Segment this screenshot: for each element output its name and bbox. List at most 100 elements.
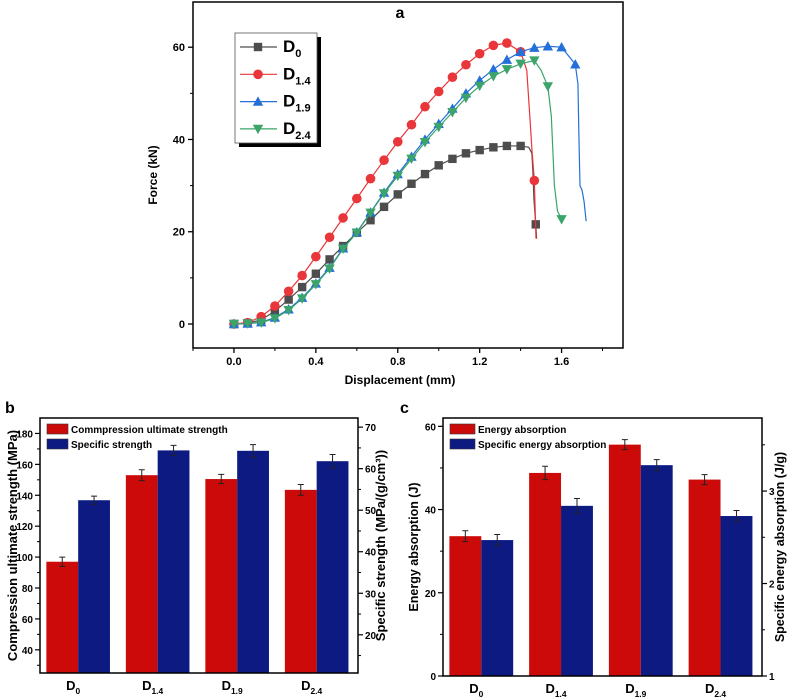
- data-point: [488, 72, 499, 82]
- error-bar: [170, 444, 177, 456]
- data-point: [488, 64, 499, 74]
- error-bar: [701, 474, 708, 486]
- data-point: [501, 65, 513, 75]
- error-bar: [91, 495, 98, 505]
- data-point: [515, 59, 526, 70]
- data-point: [447, 108, 458, 118]
- x-tick-label-a: 1.6: [554, 356, 569, 368]
- legend-label: D0: [283, 37, 301, 60]
- data-point: [283, 305, 294, 316]
- y2-tick-label: 70: [365, 423, 377, 434]
- data-point: [270, 306, 280, 316]
- data-point: [269, 314, 281, 324]
- x-axis-title-a: Displacement (mm): [345, 373, 456, 387]
- data-point: [570, 59, 581, 69]
- panel-label-a: a: [396, 5, 405, 22]
- data-point: [325, 255, 334, 264]
- category-label: D2.4: [705, 681, 726, 699]
- bar-left: [529, 472, 562, 676]
- data-point: [529, 56, 540, 66]
- x-tick-label-a: 0.0: [226, 356, 241, 368]
- y-tick-label: 60: [22, 615, 34, 626]
- legend-label: D1.4: [283, 64, 311, 87]
- data-point: [433, 122, 444, 133]
- y-tick-label: 160: [16, 460, 33, 471]
- panel-label-b: b: [5, 400, 15, 417]
- plot-frame-c: [442, 417, 763, 677]
- y-tick-label-a: 60: [173, 42, 185, 54]
- x-tick-label-a: 0.4: [308, 356, 324, 368]
- bar-right: [157, 450, 190, 673]
- y2-tick-label: 3: [769, 487, 775, 498]
- legend-a: [234, 32, 321, 147]
- x-tick-label-a: 0.8: [390, 356, 405, 368]
- series-line: [233, 145, 538, 325]
- data-point: [420, 169, 430, 179]
- y-axis-title-a: Force (kN): [146, 145, 160, 204]
- legend-swatch: [449, 438, 476, 450]
- bar-left: [449, 536, 482, 676]
- legend-label: Commpression ultimate strength: [71, 425, 228, 436]
- y2-tick-label: 20: [365, 631, 377, 642]
- y-axis-title: Compression ultimate strength (MPa): [5, 430, 20, 661]
- bar-left: [205, 479, 238, 673]
- data-point: [310, 280, 322, 290]
- category-label: D0: [469, 681, 483, 699]
- bar-left: [46, 561, 79, 673]
- bar-left: [688, 479, 721, 676]
- data-point: [515, 46, 526, 57]
- y2-axis-title: Specific strength (MPa/(g/cm³)): [373, 450, 388, 641]
- error-bar: [573, 497, 580, 514]
- y-tick-label: 100: [16, 553, 33, 564]
- data-point: [434, 161, 443, 170]
- error-bar: [542, 465, 549, 481]
- data-point: [407, 179, 416, 188]
- data-point: [461, 59, 471, 70]
- category-label: D1.4: [545, 681, 566, 699]
- legend-marker: [253, 69, 263, 80]
- y2-tick-label: 40: [365, 548, 377, 559]
- y-tick-label-a: 0: [179, 319, 185, 331]
- data-point: [529, 175, 540, 186]
- data-point: [352, 193, 362, 204]
- data-point: [297, 282, 307, 292]
- bar-left: [608, 444, 641, 676]
- data-point: [311, 251, 321, 262]
- bar-left: [284, 489, 317, 673]
- y2-tick-label: 60: [365, 465, 377, 476]
- data-point: [255, 318, 267, 328]
- y-tick-label: 180: [16, 429, 33, 440]
- error-bar: [59, 556, 66, 567]
- bar-right: [561, 505, 593, 676]
- data-point: [365, 208, 376, 219]
- legend-b: Commpression ultimate strength Specific s…: [46, 423, 228, 451]
- data-point: [474, 81, 485, 92]
- data-point: [392, 171, 403, 182]
- data-point: [542, 41, 554, 51]
- y-axis-title: Energy absorption (J): [407, 482, 421, 611]
- panel-label-c: c: [400, 400, 409, 417]
- data-point: [529, 42, 540, 52]
- data-point: [324, 264, 335, 274]
- data-point: [378, 189, 390, 199]
- data-point: [502, 38, 512, 48]
- error-bar: [218, 473, 225, 485]
- y-tick-label: 80: [22, 584, 34, 595]
- legend-label: Specific strength: [71, 440, 152, 451]
- plot-frame-a: [192, 1, 624, 349]
- data-point: [501, 54, 513, 64]
- y-tick-label: 40: [22, 646, 34, 657]
- bar-right: [78, 500, 110, 673]
- data-point: [502, 141, 512, 151]
- error-bar: [297, 483, 304, 496]
- data-point: [337, 244, 349, 255]
- data-point: [556, 215, 567, 225]
- data-point: [270, 301, 280, 311]
- legend-swatch: [46, 438, 69, 450]
- legend-box: [234, 32, 318, 144]
- data-point: [556, 42, 567, 52]
- y2-axis-title: Specific energy absorption (J/g): [773, 452, 787, 642]
- y-tick-label: 40: [425, 506, 437, 517]
- legend-marker: [253, 42, 263, 52]
